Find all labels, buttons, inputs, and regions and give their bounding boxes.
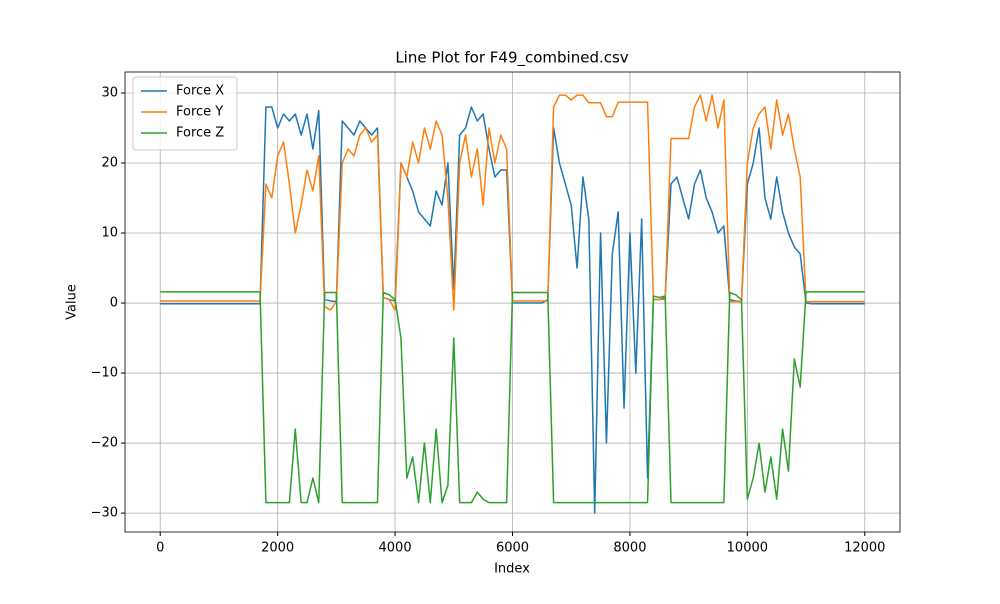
x-tick-label: 12000 [844, 541, 885, 556]
legend: Force X Force Y Force Z [132, 76, 238, 151]
x-tick-label: 0 [156, 541, 164, 556]
legend-label: Force X [176, 84, 224, 99]
y-tick-label: 20 [101, 156, 118, 171]
y-tick-label: 10 [101, 226, 118, 241]
legend-label: Force Z [176, 126, 224, 141]
x-tick-label: 10000 [727, 541, 768, 556]
y-tick-label: −10 [91, 366, 118, 381]
plot-frame [124, 71, 901, 533]
x-tick-label: 2000 [261, 541, 294, 556]
y-tick-label: −30 [91, 506, 118, 521]
y-tick-label: 0 [110, 296, 118, 311]
x-tick-label: 8000 [613, 541, 646, 556]
data-line [160, 291, 865, 504]
y-axis-label: Value [65, 284, 80, 320]
x-tick-label: 6000 [496, 541, 529, 556]
legend-label: Force Y [176, 105, 223, 120]
chart-title: Line Plot for F49_combined.csv [395, 49, 628, 68]
y-tick-label: −20 [91, 436, 118, 451]
legend-box [132, 76, 238, 151]
x-axis-label: Index [494, 562, 530, 577]
y-tick-label: 30 [101, 86, 118, 101]
x-tick-label: 4000 [379, 541, 412, 556]
